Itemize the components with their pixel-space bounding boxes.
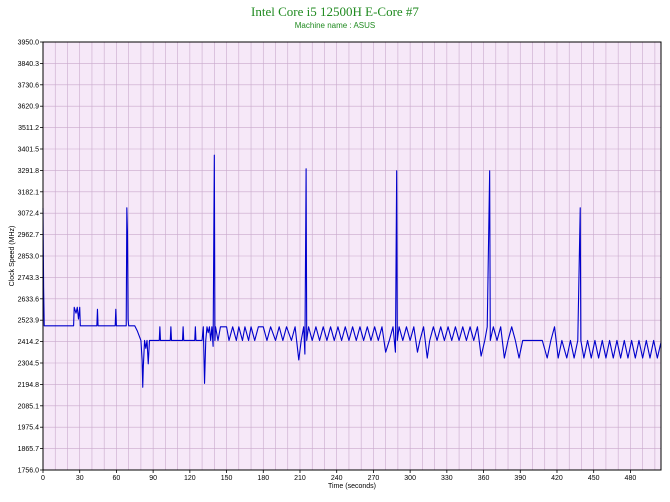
x-tick-label: 60 — [113, 475, 121, 482]
chart-subtitle: Machine name : ASUS — [295, 21, 375, 30]
y-tick-label: 3401.5 — [18, 147, 40, 154]
x-tick-label: 210 — [294, 475, 306, 482]
y-tick-label: 3620.9 — [18, 104, 40, 111]
x-tick-label: 300 — [404, 475, 416, 482]
y-tick-label: 2633.6 — [18, 296, 40, 303]
y-tick-label: 3730.6 — [18, 82, 40, 89]
chart-title: Intel Core i5 12500H E-Core #7 — [251, 4, 419, 19]
y-tick-label: 2085.1 — [18, 403, 40, 410]
y-tick-label: 2853.0 — [18, 254, 40, 261]
x-tick-label: 90 — [149, 475, 157, 482]
x-tick-label: 120 — [184, 475, 196, 482]
x-tick-label: 270 — [368, 475, 380, 482]
y-tick-label: 2743.3 — [18, 275, 40, 282]
x-tick-label: 180 — [257, 475, 269, 482]
x-tick-label: 420 — [551, 475, 563, 482]
y-tick-label: 3840.3 — [18, 61, 40, 68]
y-tick-label: 1975.4 — [18, 425, 40, 432]
x-tick-label: 30 — [76, 475, 84, 482]
y-tick-label: 2304.5 — [18, 361, 40, 368]
x-tick-label: 150 — [221, 475, 233, 482]
x-axis-label: Time (seconds) — [328, 483, 376, 490]
x-tick-label: 390 — [514, 475, 526, 482]
y-tick-label: 1756.0 — [18, 468, 40, 475]
x-tick-label: 360 — [478, 475, 490, 482]
grid-lines — [43, 42, 661, 470]
x-tick-label: 0 — [41, 475, 45, 482]
y-tick-label: 2194.8 — [18, 382, 40, 389]
series-group — [42, 154, 662, 388]
x-tick-label: 330 — [441, 475, 453, 482]
y-tick-label: 2523.9 — [18, 318, 40, 325]
series-line-clock-speed — [42, 154, 662, 388]
y-tick-label: 3511.2 — [18, 125, 39, 132]
y-tick-label: 3291.8 — [18, 168, 40, 175]
y-tick-label: 3182.1 — [18, 189, 40, 196]
y-axis-label: Clock Speed (MHz) — [9, 226, 16, 287]
plot-frame — [42, 41, 662, 471]
x-tick-label: 450 — [588, 475, 600, 482]
x-tick-label: 480 — [625, 475, 637, 482]
y-tick-label: 2962.7 — [18, 232, 40, 239]
y-tick-label: 2414.2 — [18, 339, 40, 346]
x-tick-labels: 0 30 60 90 120 150 180 210 240 270 300 330 360 390 420… — [41, 470, 636, 482]
y-tick-label: 3950.0 — [18, 40, 40, 47]
y-tick-label: 1865.7 — [18, 446, 40, 453]
x-tick-label: 240 — [331, 475, 343, 482]
y-tick-label: 3072.4 — [18, 211, 40, 218]
y-tick-labels: 3950.0 3840.3 3730.6 3620.9 3511.2 3401.5 3291… — [18, 40, 43, 475]
